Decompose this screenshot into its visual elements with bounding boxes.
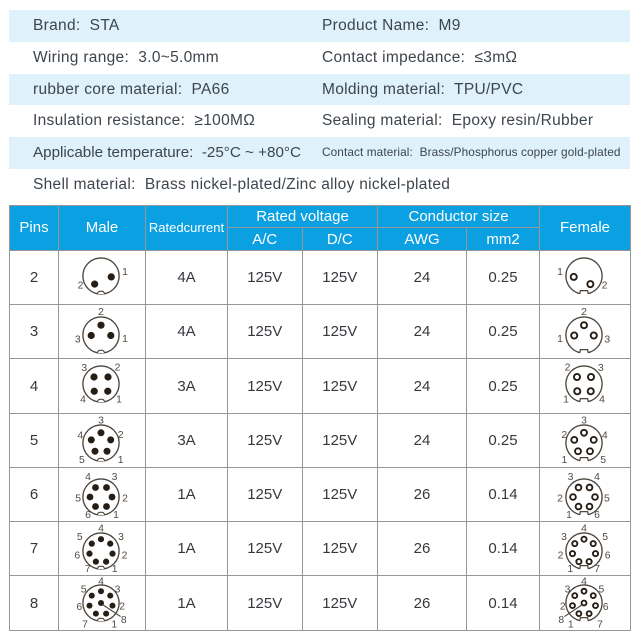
svg-text:8: 8 [558, 615, 564, 626]
svg-text:5: 5 [80, 584, 86, 595]
svg-text:2: 2 [561, 429, 567, 440]
svg-text:1: 1 [557, 334, 563, 345]
svg-text:1: 1 [567, 564, 573, 575]
svg-text:2: 2 [117, 429, 123, 440]
svg-text:1: 1 [111, 619, 117, 630]
svg-text:3: 3 [74, 334, 80, 345]
svg-text:3: 3 [118, 532, 124, 543]
svg-text:3: 3 [111, 472, 117, 483]
svg-text:5: 5 [604, 493, 610, 504]
svg-text:7: 7 [597, 619, 603, 630]
svg-text:6: 6 [602, 602, 608, 613]
svg-text:1: 1 [122, 334, 128, 345]
svg-text:3: 3 [597, 363, 603, 374]
svg-text:1: 1 [567, 619, 573, 630]
svg-text:7: 7 [594, 564, 600, 575]
svg-text:3: 3 [561, 532, 567, 543]
svg-text:5: 5 [75, 493, 81, 504]
svg-text:6: 6 [604, 551, 610, 562]
svg-text:1: 1 [116, 394, 122, 405]
svg-text:2: 2 [77, 280, 83, 291]
svg-text:4: 4 [80, 394, 86, 405]
svg-text:7: 7 [84, 564, 90, 575]
svg-text:3: 3 [567, 472, 573, 483]
svg-text:4: 4 [581, 524, 587, 535]
svg-text:6: 6 [76, 602, 82, 613]
svg-text:1: 1 [563, 394, 569, 405]
svg-text:5: 5 [76, 532, 82, 543]
svg-text:2: 2 [98, 307, 104, 318]
svg-text:2: 2 [559, 601, 565, 612]
svg-text:4: 4 [594, 472, 600, 483]
svg-text:6: 6 [85, 510, 91, 521]
svg-text:4: 4 [98, 524, 104, 535]
svg-text:2: 2 [557, 551, 563, 562]
svg-text:2: 2 [121, 551, 127, 562]
svg-text:6: 6 [74, 551, 80, 562]
svg-text:3: 3 [81, 363, 87, 374]
svg-text:4: 4 [581, 576, 587, 587]
svg-text:6: 6 [594, 510, 600, 521]
svg-text:4: 4 [601, 430, 607, 441]
svg-text:1: 1 [111, 564, 117, 575]
svg-text:2: 2 [114, 362, 120, 373]
svg-text:4: 4 [599, 394, 605, 405]
svg-text:1: 1 [117, 454, 123, 465]
svg-text:7: 7 [82, 619, 88, 630]
svg-text:3: 3 [98, 415, 104, 426]
svg-text:3: 3 [564, 584, 570, 595]
svg-text:5: 5 [600, 454, 606, 465]
svg-text:2: 2 [119, 601, 125, 612]
svg-text:1: 1 [122, 267, 128, 278]
svg-text:3: 3 [581, 415, 587, 426]
svg-text:2: 2 [601, 280, 607, 291]
svg-text:1: 1 [557, 267, 563, 278]
svg-text:3: 3 [114, 584, 120, 595]
svg-text:5: 5 [598, 584, 604, 595]
svg-text:1: 1 [561, 454, 567, 465]
svg-text:5: 5 [602, 532, 608, 543]
svg-text:2: 2 [122, 493, 128, 504]
svg-text:4: 4 [77, 430, 83, 441]
svg-text:1: 1 [113, 510, 119, 521]
svg-text:8: 8 [120, 615, 126, 626]
svg-text:4: 4 [98, 576, 104, 587]
svg-text:2: 2 [557, 493, 563, 504]
svg-text:2: 2 [564, 362, 570, 373]
svg-text:1: 1 [566, 510, 572, 521]
svg-text:4: 4 [85, 472, 91, 483]
svg-text:5: 5 [79, 454, 85, 465]
svg-text:3: 3 [604, 334, 610, 345]
svg-text:2: 2 [581, 307, 587, 318]
